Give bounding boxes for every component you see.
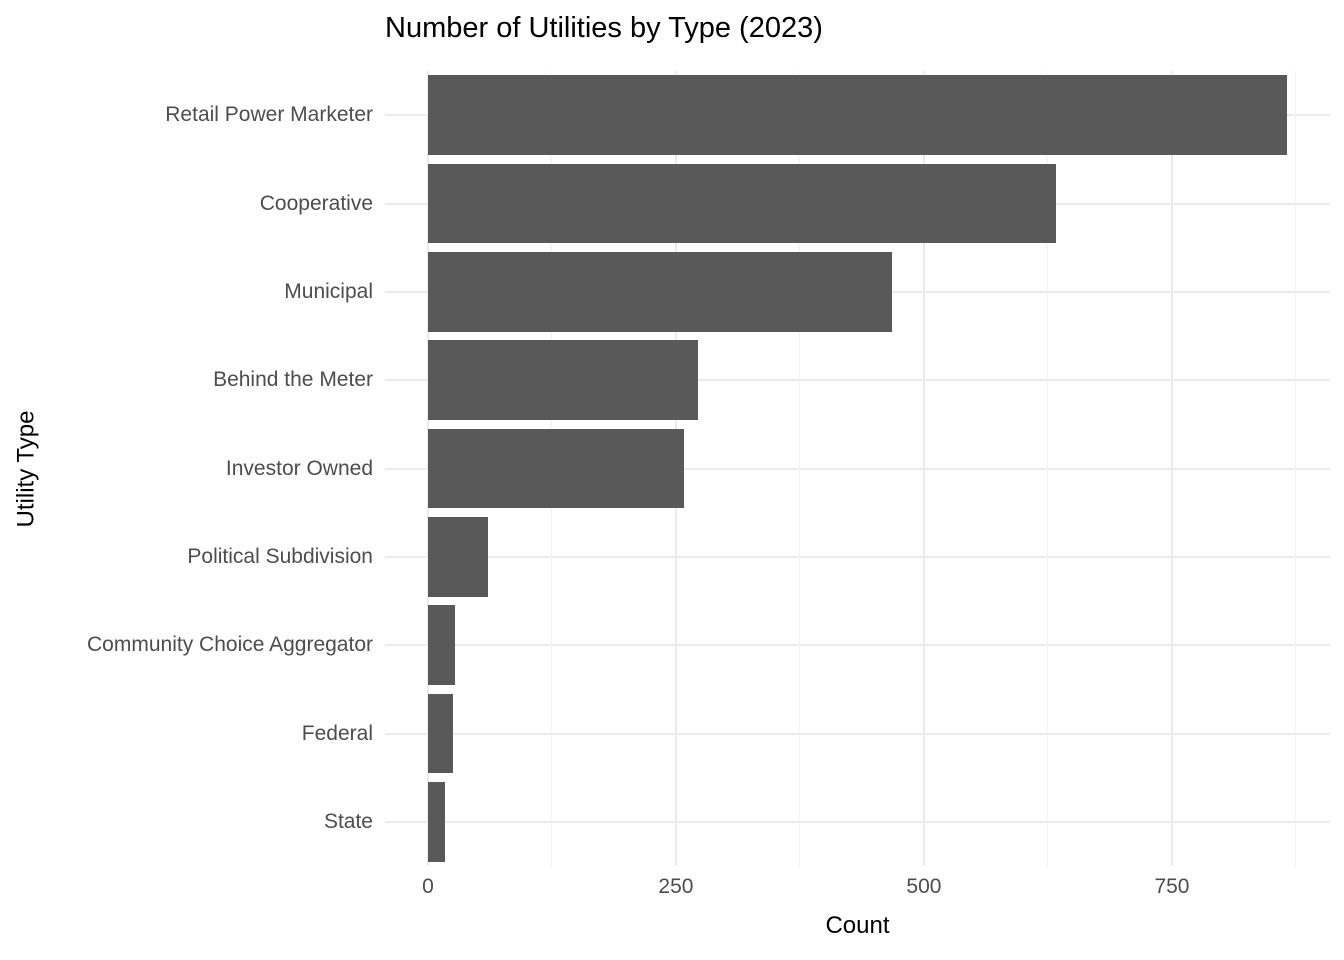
gridline-vertical-minor: [1295, 71, 1297, 866]
x-tick-label: 750: [1154, 875, 1190, 898]
bar: [427, 252, 893, 332]
bar: [427, 517, 489, 597]
bar: [427, 605, 455, 685]
y-tick-label: Political Subdivision: [187, 544, 373, 568]
gridline-vertical-minor: [1047, 71, 1049, 866]
y-tick-label: Behind the Meter: [213, 368, 373, 392]
bar: [427, 428, 684, 509]
bar: [427, 782, 445, 862]
y-tick-label: Municipal: [284, 279, 373, 303]
bar: [427, 75, 1288, 155]
y-tick-label: State: [323, 809, 373, 833]
bar: [427, 340, 698, 420]
gridline-vertical-minor: [799, 71, 801, 866]
x-axis-tick-labels: 0 250 500 750: [385, 874, 1330, 900]
gridline-horizontal: [385, 379, 1330, 382]
y-tick-label: Cooperative: [259, 191, 373, 215]
gridline-horizontal: [385, 732, 1330, 735]
gridline-horizontal: [385, 467, 1330, 470]
y-axis-tick-labels: Retail Power Marketer Cooperative Municipa…: [0, 71, 385, 866]
x-tick-label: 500: [906, 875, 942, 898]
gridline-horizontal: [385, 555, 1330, 558]
y-tick-label: Retail Power Marketer: [165, 103, 373, 127]
gridline-horizontal: [385, 644, 1330, 647]
gridline-horizontal: [385, 820, 1330, 823]
y-tick-label: Investor Owned: [225, 456, 373, 480]
gridline-vertical-major: [1170, 71, 1173, 866]
chart-title: Number of Utilities by Type (2023): [385, 12, 823, 44]
x-tick-label: 250: [658, 875, 694, 898]
bar: [427, 693, 453, 774]
plot-panel: [385, 71, 1330, 866]
x-tick-label: 0: [422, 875, 434, 898]
y-tick-label: Federal: [301, 721, 373, 745]
x-axis-title: Count: [825, 912, 890, 939]
gridline-vertical-major: [922, 71, 925, 866]
y-tick-label: Community Choice Aggregator: [87, 633, 373, 657]
bar: [427, 163, 1056, 244]
